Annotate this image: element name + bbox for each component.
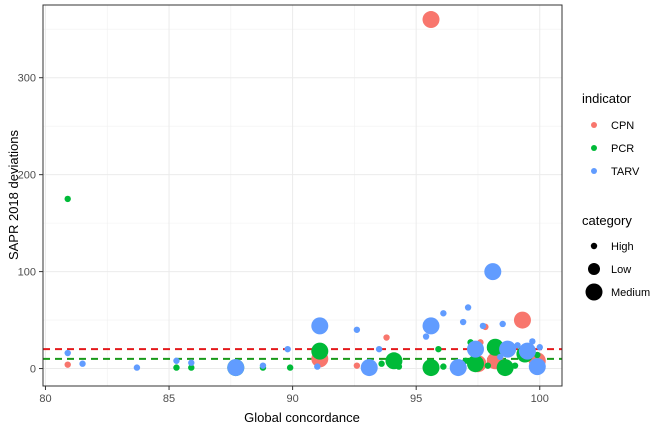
data-point <box>536 344 543 351</box>
plot-panel-border <box>42 4 563 387</box>
data-point <box>440 363 447 370</box>
data-point <box>311 317 329 335</box>
legend-key-high <box>590 242 598 250</box>
data-point <box>449 359 467 377</box>
data-point <box>173 357 180 364</box>
legend-label: High <box>611 241 634 253</box>
x-tick-label: 100 <box>531 393 549 405</box>
x-tick-label: 85 <box>163 393 175 405</box>
series-tarv <box>64 263 546 377</box>
data-point <box>529 338 536 345</box>
data-point <box>479 322 487 330</box>
data-point <box>499 340 517 358</box>
data-point <box>383 334 390 341</box>
legend: indicator CPN PCR TARV category High Low Medium <box>582 91 650 301</box>
data-point <box>514 342 521 349</box>
legend-key-medium <box>585 283 603 301</box>
data-point <box>64 195 71 203</box>
data-point <box>464 304 472 311</box>
data-point <box>422 317 440 335</box>
axes: 80 85 90 95 100 0 100 200 300 <box>18 73 549 405</box>
data-point <box>64 361 71 368</box>
data-point <box>311 342 329 360</box>
data-point <box>133 364 141 371</box>
data-point <box>528 358 546 376</box>
legend-label: CPN <box>611 120 634 132</box>
legend-label: TARV <box>611 166 640 178</box>
data-point <box>422 359 440 377</box>
data-point <box>353 326 361 333</box>
legend-title-category: category <box>582 213 632 228</box>
data-point <box>284 345 291 353</box>
x-tick-label: 90 <box>286 393 298 405</box>
x-tick-label: 95 <box>410 393 422 405</box>
data-point <box>484 362 492 369</box>
data-point <box>353 362 361 369</box>
data-point <box>499 320 506 328</box>
data-point <box>286 364 294 371</box>
data-point <box>496 359 514 377</box>
data-point <box>459 318 467 326</box>
data-point <box>188 364 195 371</box>
legend-title-indicator: indicator <box>582 91 632 106</box>
legend-label: PCR <box>611 143 634 155</box>
data-point <box>395 363 403 370</box>
data-point <box>467 355 484 373</box>
data-point <box>173 364 180 371</box>
data-point <box>227 359 245 377</box>
data-point <box>188 359 195 366</box>
data-point <box>484 263 502 281</box>
data-points <box>64 11 546 377</box>
x-axis-title: Global concordance <box>244 410 360 425</box>
x-tick-label: 80 <box>39 393 51 405</box>
legend-key-low <box>588 263 600 275</box>
data-point <box>375 345 383 353</box>
y-tick-label: 0 <box>30 364 36 376</box>
data-point <box>360 359 378 377</box>
data-point <box>511 362 519 369</box>
data-point <box>534 351 541 359</box>
legend-label: Medium <box>611 287 650 299</box>
legend-key-tarv <box>591 168 597 174</box>
data-point <box>64 349 71 357</box>
data-point <box>79 360 86 367</box>
data-point <box>314 363 321 370</box>
legend-key-cpn <box>591 122 597 128</box>
legend-label: Low <box>611 264 631 276</box>
data-point <box>422 333 430 340</box>
data-point <box>440 310 447 317</box>
data-point <box>422 11 440 29</box>
data-point <box>435 345 442 353</box>
data-point <box>513 311 531 329</box>
data-point <box>467 340 484 358</box>
y-tick-label: 200 <box>18 170 36 182</box>
y-axis-title: SAPR 2018 deviations <box>6 129 21 260</box>
y-tick-label: 300 <box>18 73 36 85</box>
data-point <box>378 360 385 367</box>
data-point <box>518 342 536 360</box>
y-tick-label: 100 <box>18 267 36 279</box>
legend-key-pcr <box>591 145 597 151</box>
data-point <box>259 362 267 369</box>
